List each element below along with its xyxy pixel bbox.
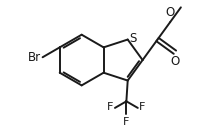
- Text: F: F: [139, 102, 146, 112]
- Text: F: F: [123, 117, 129, 127]
- Text: S: S: [130, 32, 137, 45]
- Text: Br: Br: [28, 51, 41, 64]
- Text: F: F: [107, 102, 114, 112]
- Text: O: O: [170, 55, 180, 68]
- Text: O: O: [165, 6, 175, 20]
